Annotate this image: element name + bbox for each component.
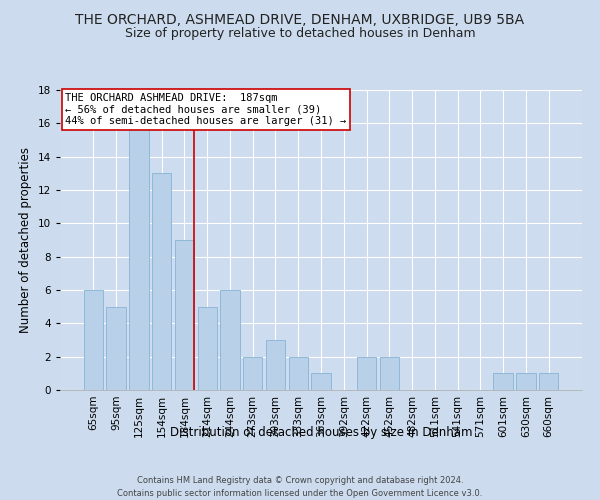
Bar	[84, 290, 103, 390]
Text: Contains HM Land Registry data © Crown copyright and database right 2024.
Contai: Contains HM Land Registry data © Crown c…	[118, 476, 482, 498]
Bar	[493, 374, 513, 390]
Bar	[289, 356, 308, 390]
Bar	[129, 106, 149, 390]
Bar	[175, 240, 194, 390]
Bar	[311, 374, 331, 390]
Y-axis label: Number of detached properties: Number of detached properties	[19, 147, 32, 333]
Bar	[152, 174, 172, 390]
Bar	[357, 356, 376, 390]
Text: THE ORCHARD, ASHMEAD DRIVE, DENHAM, UXBRIDGE, UB9 5BA: THE ORCHARD, ASHMEAD DRIVE, DENHAM, UXBR…	[76, 12, 524, 26]
Bar	[539, 374, 558, 390]
Bar	[220, 290, 239, 390]
Bar	[266, 340, 285, 390]
Bar	[380, 356, 399, 390]
Text: THE ORCHARD ASHMEAD DRIVE:  187sqm
← 56% of detached houses are smaller (39)
44%: THE ORCHARD ASHMEAD DRIVE: 187sqm ← 56% …	[65, 93, 346, 126]
Bar	[516, 374, 536, 390]
Text: Distribution of detached houses by size in Denham: Distribution of detached houses by size …	[170, 426, 472, 439]
Text: Size of property relative to detached houses in Denham: Size of property relative to detached ho…	[125, 28, 475, 40]
Bar	[243, 356, 262, 390]
Bar	[197, 306, 217, 390]
Bar	[106, 306, 126, 390]
